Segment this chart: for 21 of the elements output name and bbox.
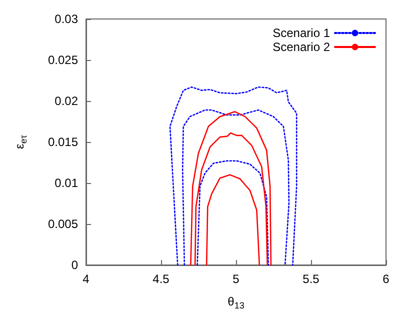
- y-tick-label: 0.015: [48, 135, 78, 149]
- line-series: [182, 109, 290, 266]
- x-tick-label: 4.5: [152, 272, 170, 286]
- line-series: [194, 132, 268, 266]
- legend-label: Scenario 1: [272, 26, 330, 40]
- y-tick-label: 0.005: [48, 217, 78, 231]
- y-tick-label: 0.025: [48, 53, 78, 67]
- line-series: [190, 111, 272, 266]
- line-series: [206, 174, 260, 266]
- y-tick-label: 0.01: [54, 176, 78, 190]
- x-tick-label: 4: [82, 272, 90, 286]
- legend-label: Scenario 2: [272, 40, 330, 54]
- y-axis-title: εeτ: [12, 134, 28, 149]
- x-tick-label: 5: [232, 272, 240, 286]
- line-series: [169, 86, 298, 266]
- y-tick-label: 0.03: [54, 12, 78, 26]
- x-tick-label: 6: [382, 272, 390, 286]
- line-series: [196, 160, 270, 266]
- x-tick-label: 5.5: [302, 272, 320, 286]
- y-tick-label: 0.02: [54, 94, 78, 108]
- y-tick-label: 0: [71, 258, 78, 272]
